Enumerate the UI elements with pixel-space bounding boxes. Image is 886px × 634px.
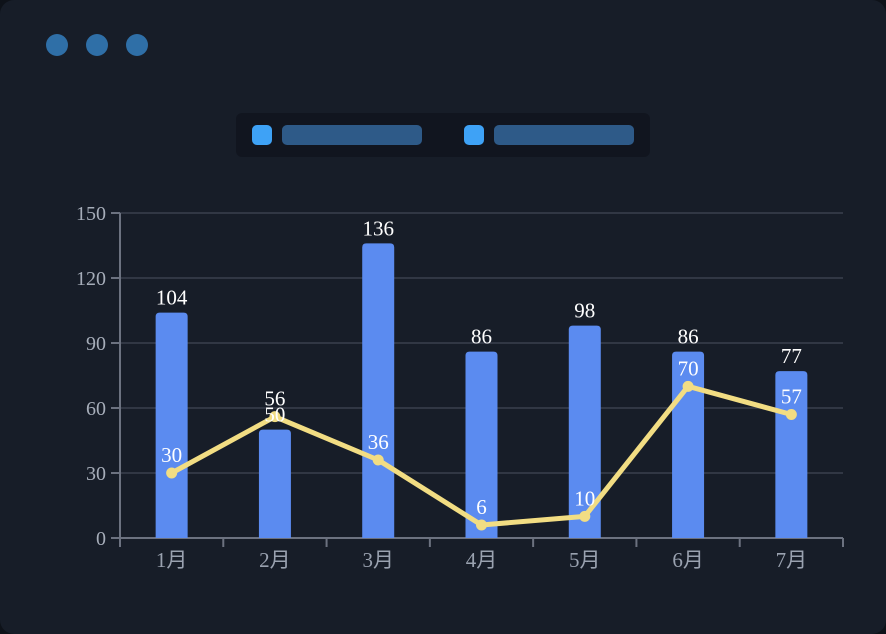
legend-swatch-icon [464,125,484,145]
y-axis-tick-label: 90 [86,333,106,355]
window-controls [46,34,148,56]
y-axis-tick-label: 0 [96,528,106,550]
bar-value-label: 86 [678,325,699,349]
x-axis-category-label: 6月 [672,548,704,572]
bar-value-label: 136 [362,216,394,240]
y-axis-tick-label: 150 [76,203,106,225]
legend-item-bar-series[interactable] [252,125,422,145]
bar-value-label: 77 [781,344,802,368]
chart-legend [236,113,650,157]
line-value-label: 30 [161,443,182,467]
legend-swatch-icon [252,125,272,145]
y-axis-tick-label: 120 [76,268,106,290]
window-control-dot-3[interactable] [126,34,148,56]
line-value-label: 70 [678,356,699,380]
x-axis-category-label: 3月 [362,548,394,572]
line-value-label: 56 [264,387,285,411]
bar[interactable] [362,243,395,539]
line-data-point[interactable] [682,380,694,392]
line-value-label: 6 [476,495,487,519]
y-axis-tick-label: 30 [86,463,106,485]
line-data-point[interactable] [785,409,797,420]
bar-value-label: 50 [264,403,285,427]
legend-label-redacted [494,125,634,145]
bar-value-label: 98 [574,299,595,323]
line-data-point[interactable] [579,510,591,522]
bar[interactable] [465,351,498,538]
line-value-label: 36 [368,430,389,454]
line-value-label: 10 [574,486,595,510]
legend-item-line-series[interactable] [464,125,634,145]
bar[interactable] [568,325,601,538]
line-data-point[interactable] [269,411,281,423]
window-control-dot-1[interactable] [46,34,68,56]
x-axis-category-label: 4月 [466,548,498,572]
bar[interactable] [258,429,291,538]
x-axis-category-label: 2月 [259,548,291,572]
line-data-point[interactable] [372,454,384,466]
window-control-dot-2[interactable] [86,34,108,56]
bar-value-label: 86 [471,325,492,349]
x-axis-category-label: 7月 [776,548,808,572]
y-axis-tick-label: 60 [86,398,106,420]
bar[interactable] [155,312,188,538]
line-value-label: 57 [781,385,802,409]
line-data-point[interactable] [476,519,487,531]
x-axis-category-label: 1月 [156,548,188,572]
x-axis-category-label: 5月 [569,548,601,572]
line-data-point[interactable] [166,467,178,479]
bar-value-label: 104 [156,286,188,310]
legend-label-redacted [282,125,422,145]
